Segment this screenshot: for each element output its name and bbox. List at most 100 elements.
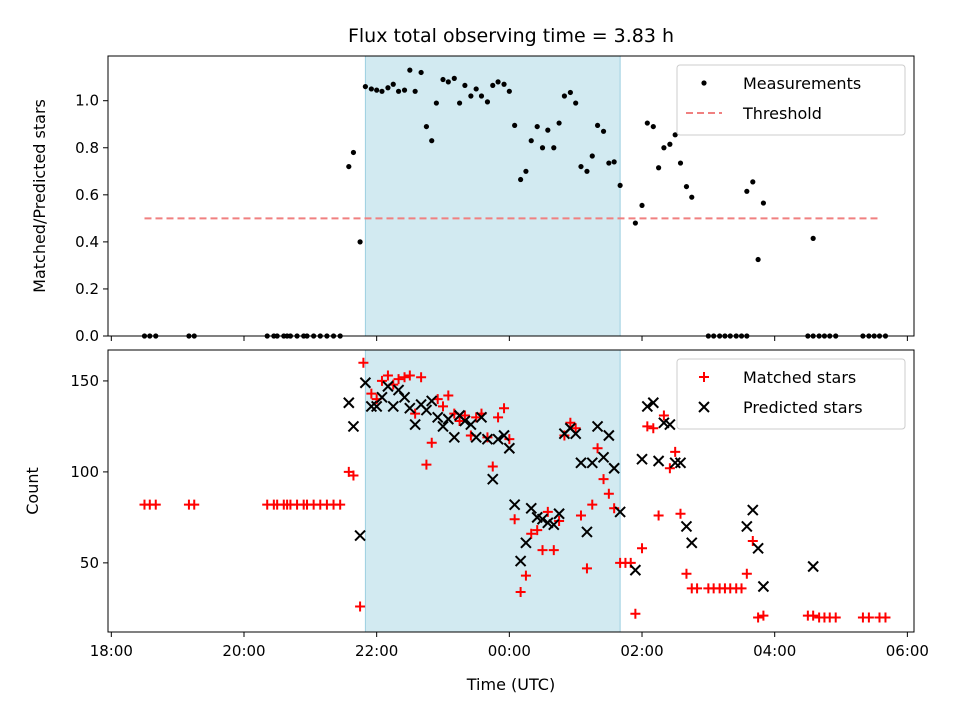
bottom-series-1-point-12 bbox=[409, 418, 421, 431]
bottom-series-1-point-29 bbox=[503, 442, 516, 454]
top-series-0-point-69 bbox=[632, 220, 638, 226]
bottom-legend-marker-1 bbox=[698, 401, 710, 413]
bottom-series-0-point-39 bbox=[454, 415, 465, 426]
top-series-0-point-21 bbox=[357, 239, 363, 245]
bottom-series-1-point-28 bbox=[498, 429, 510, 442]
top-shaded-interval bbox=[364, 55, 621, 337]
bottom-series-1-point-51 bbox=[636, 453, 648, 465]
bottom-ylabel: Count bbox=[23, 467, 42, 515]
bottom-series-0-point-95 bbox=[808, 610, 819, 621]
top-series-0-point-65 bbox=[600, 128, 607, 134]
bottom-series-0-point-36 bbox=[438, 401, 449, 412]
top-ytick-label-2: 0.4 bbox=[75, 233, 99, 251]
bottom-series-0-point-31 bbox=[410, 408, 421, 419]
top-series-0-point-92 bbox=[810, 235, 816, 241]
top-series-0-point-90 bbox=[755, 256, 761, 263]
bottom-series-0-point-79 bbox=[675, 508, 686, 519]
bottom-series-0-point-57 bbox=[554, 516, 565, 527]
top-series-0-point-48 bbox=[506, 88, 512, 94]
bottom-series-1-point-58 bbox=[674, 457, 687, 469]
bottom-series-1 bbox=[343, 377, 819, 593]
bottom-legend-box bbox=[676, 358, 906, 430]
top-series-0-point-29 bbox=[401, 87, 408, 93]
bottom-series-0-point-2 bbox=[150, 499, 161, 510]
bottom-series-0-point-50 bbox=[515, 586, 526, 597]
top-series-0-point-54 bbox=[539, 145, 546, 151]
top-legend-box bbox=[676, 64, 906, 136]
bottom-series-0-point-23 bbox=[366, 388, 377, 399]
top-series-0-point-51 bbox=[523, 168, 529, 174]
top-series-0-point-55 bbox=[545, 127, 551, 133]
top-series-0-point-45 bbox=[490, 82, 496, 89]
top-series-0-point-60 bbox=[573, 100, 579, 106]
bottom-series-0-point-22 bbox=[358, 357, 369, 368]
top-series-0-point-89 bbox=[750, 179, 756, 185]
top-series-0-point-91 bbox=[760, 200, 767, 206]
top-series-0-point-47 bbox=[501, 81, 507, 87]
bottom-series-1-point-15 bbox=[426, 395, 438, 407]
bottom-axes: 50 100 150 18:00 20:00 22:00 00:00 02:00 04:00 06… bbox=[70, 372, 929, 660]
x-tick-label-0: 18:00 bbox=[90, 642, 133, 660]
bottom-series-1-point-1 bbox=[347, 420, 360, 433]
bottom-series-1-point-23 bbox=[470, 431, 482, 444]
bottom-series-0-point-62 bbox=[581, 563, 592, 574]
bottom-series-0-point-73 bbox=[642, 421, 653, 432]
x-tick-label-3: 00:00 bbox=[488, 642, 531, 660]
bottom-series-0-point-21 bbox=[355, 601, 366, 612]
bottom-series-0-point-75 bbox=[653, 510, 664, 521]
bottom-series-1-point-44 bbox=[586, 457, 598, 469]
top-series-0-point-61 bbox=[578, 163, 584, 170]
bottom-ytick-label-2: 150 bbox=[70, 372, 99, 390]
bottom-series-1-point-3 bbox=[359, 377, 372, 389]
top-series-0-point-22 bbox=[362, 83, 368, 90]
top-legend: Measurements Threshold bbox=[676, 64, 906, 136]
top-series-0-point-34 bbox=[429, 138, 435, 144]
bottom-series-1-point-10 bbox=[398, 391, 411, 404]
top-series-0-point-62 bbox=[584, 168, 590, 174]
top-ytick-label-0: 0.0 bbox=[75, 327, 99, 345]
top-series-0-point-75 bbox=[667, 141, 673, 147]
bottom-series-0-point-40 bbox=[459, 410, 470, 421]
bottom-series-0-point-60 bbox=[570, 423, 581, 434]
top-series-0-point-71 bbox=[644, 120, 650, 126]
bottom-series-1-point-46 bbox=[597, 451, 610, 464]
bottom-series-0-point-99 bbox=[830, 612, 841, 623]
bottom-series-1-point-17 bbox=[437, 420, 449, 433]
bottom-series-1-point-64 bbox=[757, 580, 770, 593]
top-ytick-label-5: 1.0 bbox=[75, 92, 99, 110]
bottom-series-1-point-48 bbox=[608, 462, 620, 474]
bottom-series-1-point-37 bbox=[548, 518, 560, 531]
bottom-series-0-point-82 bbox=[692, 583, 703, 594]
top-legend-label-0: Measurements bbox=[743, 74, 861, 93]
bottom-series-1-point-35 bbox=[536, 513, 549, 525]
bottom-series-1-point-18 bbox=[442, 413, 455, 425]
top-series-0-point-28 bbox=[395, 88, 402, 94]
bottom-series-0-point-52 bbox=[526, 528, 537, 539]
top-series-0-point-24 bbox=[374, 87, 380, 93]
bottom-series-1-point-52 bbox=[641, 400, 654, 413]
bottom-series-1-point-31 bbox=[514, 555, 527, 567]
bottom-series-1-point-63 bbox=[752, 542, 764, 555]
bottom-panel: 50 100 150 18:00 20:00 22:00 00:00 02:00 04:00 06… bbox=[23, 349, 929, 660]
x-tick-label-2: 22:00 bbox=[355, 642, 398, 660]
bottom-series-0-point-26 bbox=[382, 370, 393, 381]
bottom-series-1-point-2 bbox=[354, 529, 366, 542]
top-series-0-point-59 bbox=[567, 89, 573, 96]
bottom-series-0-point-49 bbox=[509, 514, 520, 525]
bottom-series-1-point-27 bbox=[492, 433, 504, 445]
top-ytick-label-1: 0.2 bbox=[75, 280, 99, 298]
bottom-series-1-point-50 bbox=[629, 564, 642, 576]
bottom-series-0-point-93 bbox=[758, 610, 769, 621]
bottom-series-1-point-11 bbox=[404, 402, 416, 414]
top-series-0-point-40 bbox=[462, 82, 468, 89]
bottom-legend-label-0: Matched stars bbox=[743, 368, 856, 387]
top-series-0-point-36 bbox=[440, 76, 446, 83]
top-series-0-point-88 bbox=[744, 188, 750, 194]
top-series-0-point-52 bbox=[528, 138, 534, 144]
top-series-0-point-74 bbox=[661, 145, 667, 151]
top-series-0-point-44 bbox=[484, 99, 491, 105]
bottom-series-0-point-78 bbox=[670, 446, 681, 457]
bottom-series-0-point-54 bbox=[537, 545, 548, 556]
bottom-series-1-point-26 bbox=[487, 473, 499, 485]
top-series-0 bbox=[141, 67, 889, 339]
